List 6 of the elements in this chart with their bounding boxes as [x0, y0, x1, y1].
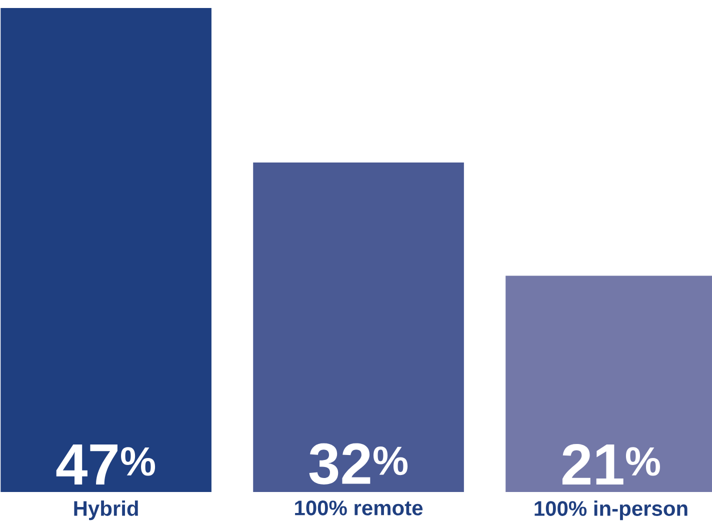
x-tick-label: Hybrid — [74, 500, 138, 520]
data-label: 47$^{%}$ — [56, 444, 156, 484]
data-label: 21$^{%}$ — [562, 444, 660, 484]
x-tick-label: 100% remote — [295, 500, 423, 516]
x-tick-label: 100% in-person — [534, 500, 688, 520]
data-label: 32$^{%}$ — [309, 443, 408, 484]
